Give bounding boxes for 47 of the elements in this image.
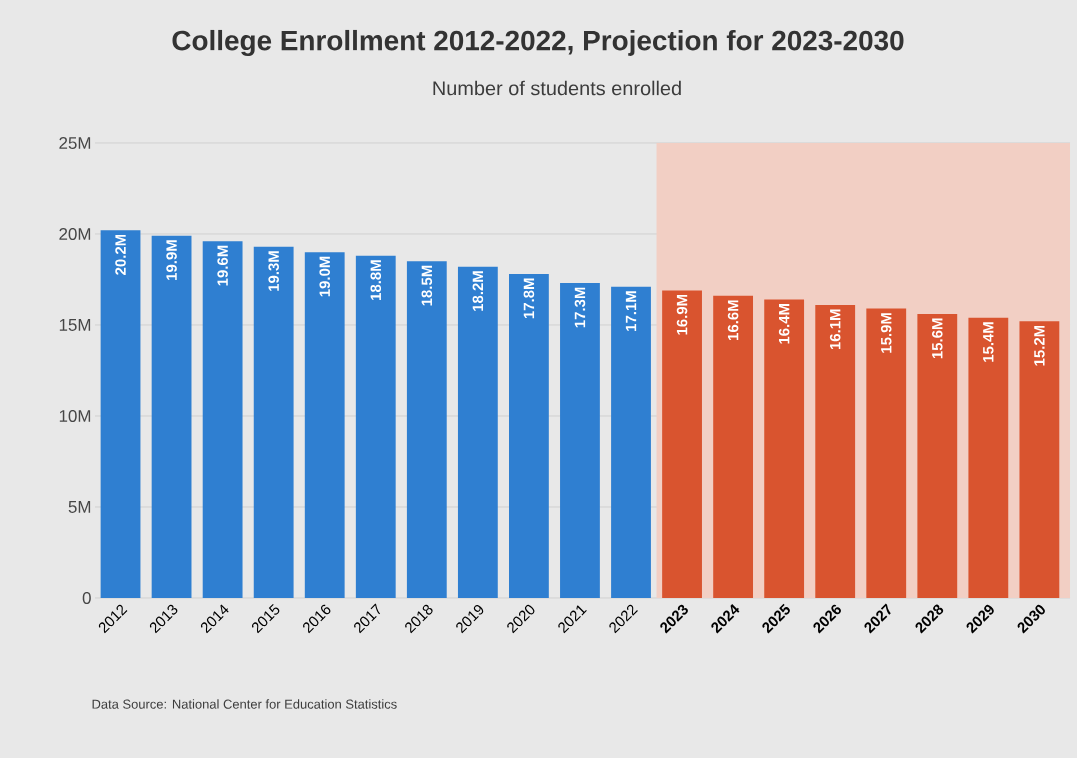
- bar: [560, 283, 600, 598]
- chart-title: College Enrollment 2012-2022, Projection for 2023-2030: [172, 29, 904, 57]
- bar: [100, 230, 141, 598]
- y-tick-label: 5M: [68, 501, 91, 513]
- bar: [917, 314, 958, 598]
- data-label: 15.2M: [1034, 325, 1045, 366]
- data-label: 15.4M: [983, 322, 994, 362]
- data-label: 16.4M: [778, 304, 790, 344]
- bar: [815, 304, 856, 598]
- bar: [253, 246, 294, 598]
- data-label: 18.5M: [421, 265, 433, 306]
- data-label: 20.2M: [115, 234, 126, 275]
- bar: [764, 299, 805, 598]
- data-label: 15.6M: [932, 318, 943, 359]
- data-label: 19.9M: [166, 240, 177, 280]
- bar: [509, 274, 549, 598]
- bar: [968, 317, 1009, 598]
- y-tick-label: 15M: [59, 319, 91, 331]
- bar: [151, 235, 192, 598]
- bar: [355, 255, 396, 598]
- bar: [406, 261, 447, 598]
- bar: [713, 295, 754, 598]
- y-tick-label: 10M: [59, 409, 91, 422]
- y-tick-label: 0: [82, 591, 91, 604]
- data-label: 18.2M: [472, 271, 484, 311]
- data-label: 16.6M: [727, 300, 739, 340]
- data-label: 19.6M: [217, 245, 228, 286]
- data-label: 19.0M: [319, 256, 331, 297]
- y-tick-label: 25M: [59, 136, 91, 149]
- data-label: 16.9M: [676, 294, 688, 335]
- bar: [1019, 321, 1060, 598]
- chart-subtitle: Number of students enrolled: [433, 80, 681, 96]
- data-label: 18.8M: [370, 260, 382, 300]
- data-label: 16.1M: [829, 309, 841, 350]
- data-label: 17.1M: [625, 291, 637, 331]
- data-label: 17.8M: [523, 278, 535, 319]
- data-label: 15.9M: [880, 313, 892, 353]
- bar: [662, 290, 702, 598]
- data-label: 19.3M: [268, 251, 279, 291]
- source-note: Data Source: National Center for Education Statistics: [92, 699, 397, 709]
- bar: [457, 266, 498, 598]
- bar: [202, 241, 243, 598]
- bar: [304, 252, 345, 598]
- y-tick-label: 20M: [59, 227, 91, 240]
- bar: [611, 286, 651, 598]
- bar: [866, 308, 907, 598]
- data-label: 17.3M: [574, 287, 586, 328]
